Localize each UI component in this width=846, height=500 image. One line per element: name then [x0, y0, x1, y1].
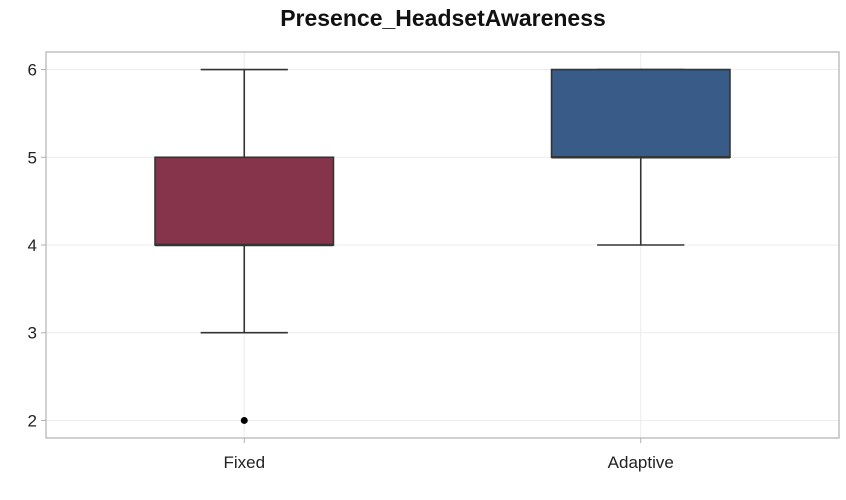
x-tick-label: Fixed — [223, 453, 265, 472]
x-tick-label: Adaptive — [608, 453, 674, 472]
y-tick-label: 3 — [28, 324, 37, 343]
y-tick-label: 4 — [28, 236, 37, 255]
box-layer — [154, 68, 731, 424]
iqr-box — [550, 68, 731, 159]
y-tick-label: 5 — [28, 148, 37, 167]
x-axis-ticks: Fixed Adaptive — [223, 438, 674, 472]
box-fixed — [154, 68, 335, 424]
y-tick-label: 6 — [28, 61, 37, 80]
iqr-box — [154, 156, 335, 246]
y-axis-ticks: 2 3 4 5 6 — [28, 61, 46, 430]
outlier-point — [240, 416, 248, 424]
box-adaptive — [550, 68, 731, 246]
y-tick-label: 2 — [28, 411, 37, 430]
chart-title: Presence_HeadsetAwareness — [280, 5, 606, 31]
